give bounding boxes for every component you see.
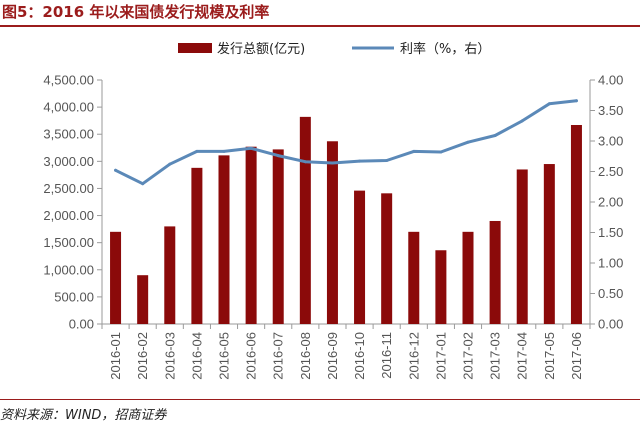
bar-2016-10 xyxy=(354,190,366,324)
left-axis-tick-label: 3,000.00 xyxy=(43,154,94,169)
right-axis-tick-label: 3.00 xyxy=(598,134,623,149)
legend-bar-label: 发行总额(亿元) xyxy=(217,41,305,57)
x-axis-tick-label: 2016-08 xyxy=(298,332,313,380)
bar-2017-01 xyxy=(435,250,447,324)
x-axis-tick-label: 2017-03 xyxy=(488,332,503,380)
x-axis-tick-label: 2016-12 xyxy=(406,332,421,380)
x-axis-tick-label: 2017-04 xyxy=(515,332,530,380)
right-axis-tick-label: 2.00 xyxy=(598,195,623,210)
right-axis-tick-label: 2.50 xyxy=(598,164,623,179)
left-axis-tick-label: 0.00 xyxy=(69,317,94,332)
right-axis-tick-label: 0.50 xyxy=(598,286,623,301)
rate-point-2016-06 xyxy=(249,146,253,150)
rate-point-2016-01 xyxy=(114,168,118,172)
rate-point-2016-07 xyxy=(276,154,280,158)
bar-2017-02 xyxy=(462,231,474,324)
x-axis-tick-label: 2016-04 xyxy=(189,332,204,380)
rate-point-2017-02 xyxy=(466,140,470,144)
rate-point-2016-02 xyxy=(141,182,145,186)
legend-bar-swatch xyxy=(178,43,212,53)
title-rule xyxy=(0,25,640,27)
source-note: 资料来源：WIND，招商证券 xyxy=(0,408,167,423)
bar-2016-05 xyxy=(218,155,230,324)
chart-title-text: 图5：2016 年以来国债发行规模及利率 xyxy=(2,3,270,21)
bar-2017-05 xyxy=(543,164,555,324)
right-axis-tick-label: 3.50 xyxy=(598,103,623,118)
x-axis-tick-label: 2017-06 xyxy=(569,332,584,380)
bar-series xyxy=(110,116,582,324)
left-axis-tick-label: 2,000.00 xyxy=(43,208,94,223)
rate-point-2016-08 xyxy=(303,160,307,164)
rate-point-2016-04 xyxy=(195,149,199,153)
rate-point-2017-04 xyxy=(520,119,524,123)
left-axis-tick-label: 500.00 xyxy=(54,289,94,304)
bar-2017-06 xyxy=(570,125,582,324)
bar-2016-11 xyxy=(381,193,393,324)
bar-2016-09 xyxy=(326,141,338,324)
x-axis-tick-label: 2017-02 xyxy=(461,332,476,380)
rate-point-2016-12 xyxy=(412,149,416,153)
x-axis-tick-label: 2016-02 xyxy=(135,332,150,380)
x-axis-tick-label: 2016-11 xyxy=(379,332,394,379)
x-axis-tick-label: 2016-10 xyxy=(352,332,367,380)
axes: 0.00 500.00 1,000.00 1,500.00 2,000.00 2,500.… xyxy=(43,73,623,380)
bar-2016-06 xyxy=(245,146,257,324)
rate-point-2017-06 xyxy=(574,99,578,103)
left-axis-tick-label: 4,000.00 xyxy=(43,100,94,115)
rate-point-2016-05 xyxy=(222,149,226,153)
right-axis-tick-label: 1.50 xyxy=(598,225,623,240)
left-axis-tick-label: 1,500.00 xyxy=(43,235,94,250)
bar-2016-07 xyxy=(272,149,284,324)
legend-line-label: 利率（%，右） xyxy=(400,41,490,57)
line-series xyxy=(114,99,578,186)
right-axis-tick-label: 0.00 xyxy=(598,317,623,332)
footer-rule xyxy=(0,399,640,400)
rate-point-2016-09 xyxy=(330,161,334,165)
chart-title: 图5：2016 年以来国债发行规模及利率 xyxy=(0,0,640,26)
bar-2016-02 xyxy=(137,275,149,324)
x-axis-tick-label: 2016-05 xyxy=(217,332,232,380)
x-axis-tick-label: 2017-01 xyxy=(433,332,448,380)
rate-point-2016-11 xyxy=(385,159,389,163)
x-axis-tick-label: 2017-05 xyxy=(542,332,557,380)
rate-point-2016-03 xyxy=(168,162,172,166)
x-axis-tick-label: 2016-09 xyxy=(325,332,340,380)
x-axis-tick-label: 2016-03 xyxy=(162,332,177,380)
left-axis-tick-label: 3,500.00 xyxy=(43,127,94,142)
right-axis-tick-label: 1.00 xyxy=(598,256,623,271)
bar-2016-03 xyxy=(164,226,176,324)
bar-2017-04 xyxy=(516,169,528,324)
rate-point-2017-01 xyxy=(439,150,443,154)
left-axis-tick-label: 1,000.00 xyxy=(43,262,94,277)
left-axis-tick-label: 2,500.00 xyxy=(43,181,94,196)
x-axis-tick-label: 2016-01 xyxy=(108,332,123,380)
bar-2017-03 xyxy=(489,220,501,324)
left-axis-tick-label: 4,500.00 xyxy=(43,73,94,88)
bar-2016-12 xyxy=(408,231,420,324)
rate-line xyxy=(114,99,578,186)
x-axis-tick-label: 2016-06 xyxy=(244,332,259,380)
rate-point-2016-10 xyxy=(358,159,362,163)
rate-point-2017-05 xyxy=(547,102,551,106)
rate-point-2017-03 xyxy=(493,134,497,138)
right-axis-tick-label: 4.00 xyxy=(598,73,623,88)
bar-2016-04 xyxy=(191,167,203,324)
bar-2016-01 xyxy=(110,231,122,324)
x-axis-tick-label: 2016-07 xyxy=(271,332,286,380)
legend: 发行总额(亿元) 利率（%，右） xyxy=(178,41,490,57)
bar-2016-08 xyxy=(299,116,311,324)
